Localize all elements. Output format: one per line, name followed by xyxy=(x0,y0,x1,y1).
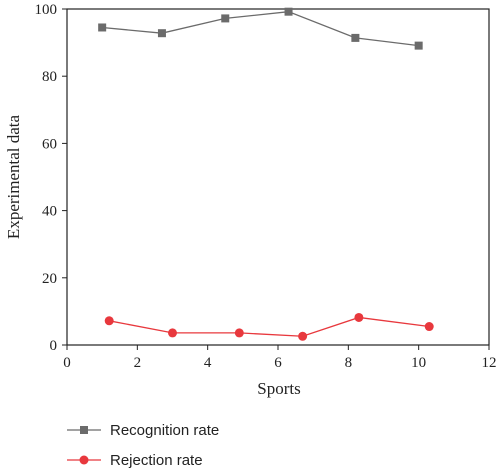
data-point-recognition-rate xyxy=(414,41,423,50)
data-point-rejection-rate xyxy=(354,312,364,322)
data-point-recognition-rate xyxy=(221,14,230,23)
y-tick-label: 100 xyxy=(35,2,58,18)
legend-label: Rejection rate xyxy=(110,452,203,469)
legend: Recognition rate Rejection rate xyxy=(67,422,219,469)
x-tick-label: 0 xyxy=(63,355,71,371)
data-point-rejection-rate xyxy=(424,322,434,332)
plot-frame xyxy=(66,8,490,346)
data-point-rejection-rate xyxy=(104,316,114,326)
legend-label: Recognition rate xyxy=(110,422,219,439)
series-recognition-rate xyxy=(98,7,423,50)
x-tick-label: 10 xyxy=(411,355,426,371)
legend-item-recognition-rate: Recognition rate xyxy=(67,422,219,439)
plot-area xyxy=(66,8,490,346)
y-tick-label: 60 xyxy=(42,136,57,152)
x-tick-label: 6 xyxy=(274,355,282,371)
legend-marker xyxy=(79,455,89,465)
series-line-recognition-rate xyxy=(102,11,419,47)
data-point-recognition-rate xyxy=(157,29,166,38)
data-point-rejection-rate xyxy=(168,328,177,338)
data-point-recognition-rate xyxy=(351,33,360,42)
series-rejection-rate xyxy=(104,312,434,341)
data-point-recognition-rate xyxy=(98,23,107,32)
x-tick-label: 2 xyxy=(134,355,142,371)
legend-item-rejection-rate: Rejection rate xyxy=(67,452,203,469)
y-tick-label: 20 xyxy=(42,271,57,287)
data-point-rejection-rate xyxy=(234,328,244,338)
legend-marker xyxy=(80,426,88,434)
x-tick-label: 12 xyxy=(482,355,497,371)
y-tick-label: 0 xyxy=(50,338,58,354)
y-axis-ticks: 0 20 40 60 80 100 xyxy=(35,2,67,354)
y-tick-label: 80 xyxy=(42,69,57,85)
series-line-rejection-rate xyxy=(109,316,430,337)
series-layer xyxy=(98,7,434,341)
x-axis-ticks: 0 2 4 6 8 10 12 xyxy=(63,345,497,371)
x-tick-label: 4 xyxy=(204,355,212,371)
data-point-rejection-rate xyxy=(298,331,308,341)
y-tick-label: 40 xyxy=(42,204,57,220)
y-axis-label: Experimental data xyxy=(4,114,23,239)
x-tick-label: 8 xyxy=(345,355,353,371)
x-axis-label: Sports xyxy=(257,379,300,398)
data-point-recognition-rate xyxy=(284,7,293,16)
